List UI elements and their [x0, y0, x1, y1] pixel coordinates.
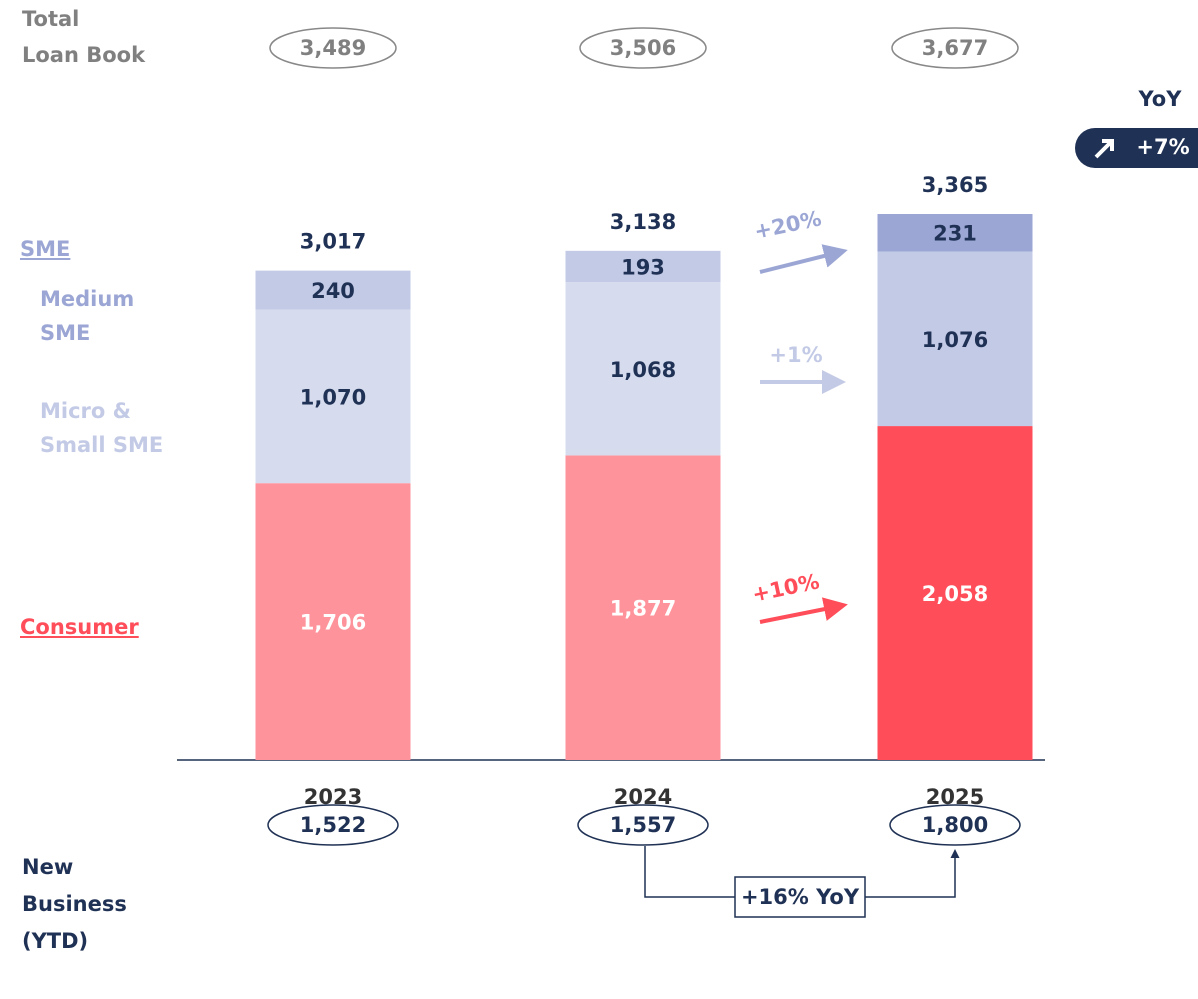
value-label: 240: [311, 279, 355, 303]
new-business-label: (YTD): [22, 929, 88, 953]
yoy-value: +7%: [1136, 135, 1189, 159]
bar-segment: [565, 250, 721, 283]
change-label: +16% YoY: [741, 885, 860, 909]
legend-label: Micro & Small SME: [40, 399, 164, 457]
loan-book-label: Loan Book: [22, 43, 146, 67]
value-label: 1,070: [300, 385, 366, 409]
value-label: 193: [621, 255, 665, 279]
value-label: 231: [933, 222, 977, 246]
total-label: 3,138: [610, 210, 676, 234]
bar-segment: [877, 426, 1033, 760]
growth-label: +10%: [750, 569, 821, 607]
loan-book-value: 3,506: [610, 36, 676, 60]
loan-book-value: 3,489: [300, 36, 366, 60]
loan-book-oval: [579, 27, 707, 69]
bar-segment: [877, 251, 1033, 427]
bar-segment: [565, 282, 721, 456]
value-label: 2,058: [922, 582, 988, 606]
new-business-oval: [577, 804, 709, 846]
new-business-value: 1,522: [300, 813, 366, 837]
new-business-oval: [267, 804, 399, 846]
legend-label: Medium SME: [40, 287, 135, 345]
bar-segment: [255, 483, 411, 760]
value-label: 1,076: [922, 328, 988, 352]
bar-segment: [877, 214, 1033, 252]
loan-book-oval: [891, 27, 1019, 69]
growth-label: +1%: [769, 343, 822, 367]
total-label: 3,365: [922, 173, 988, 197]
new-business-label: Business: [22, 892, 127, 916]
loan-book-label: Total: [22, 7, 79, 31]
bar-segment: [255, 309, 411, 484]
yoy-title: YoY: [1138, 87, 1183, 111]
new-business-label: New: [22, 855, 73, 879]
yoy-icon: [1094, 139, 1114, 159]
value-label: 1,877: [610, 597, 676, 621]
value-label: 1,706: [300, 611, 366, 635]
new-business-oval: [889, 804, 1021, 846]
group-label: SME: [20, 237, 71, 261]
legend-label: Consumer: [20, 615, 139, 639]
growth-arrow: [759, 597, 848, 624]
new-business-value: 1,800: [922, 813, 988, 837]
change-box: [734, 876, 866, 918]
bar-segment: [255, 270, 411, 310]
loan-book-value: 3,677: [922, 36, 988, 60]
growth-arrow: [759, 244, 848, 274]
new-business-value: 1,557: [610, 813, 676, 837]
growth-label: +20%: [752, 206, 823, 244]
loan-book-oval: [269, 27, 397, 69]
total-label: 3,017: [300, 230, 366, 254]
value-label: 1,068: [610, 358, 676, 382]
bar-segment: [565, 455, 721, 760]
yoy-badge: [1075, 128, 1198, 168]
